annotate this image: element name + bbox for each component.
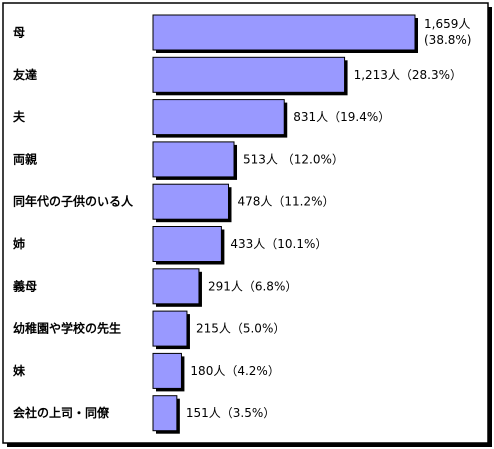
category-label: 母 xyxy=(13,26,25,40)
value-label: 433人（10.1%） xyxy=(230,237,327,251)
value-label: 215人（5.0%） xyxy=(196,322,285,336)
category-label: 夫 xyxy=(12,109,26,124)
value-label: 513人 （12.0%） xyxy=(243,152,344,166)
category-label: 同年代の子供のいる人 xyxy=(13,194,134,209)
value-label: 180人（4.2%） xyxy=(190,364,279,378)
value-label: 291人（6.8%） xyxy=(208,279,297,293)
bar xyxy=(152,99,285,136)
value-label-percent: (38.8%) xyxy=(424,33,471,47)
category-label: 姉 xyxy=(13,236,25,251)
value-label: 831人（19.4%） xyxy=(293,110,390,124)
bar xyxy=(152,352,182,389)
value-label: 478人（11.2%） xyxy=(237,195,334,209)
category-label: 両親 xyxy=(13,151,37,166)
bar xyxy=(152,395,178,432)
category-label: 友達 xyxy=(12,67,37,82)
chart-marks: 母 1,659人 (38.8%) 友達 1,213人（28.3%） 夫 831人（19.4%… xyxy=(12,14,471,434)
category-label: 会社の上司・同僚 xyxy=(13,405,110,420)
value-label: 151人（3.5%） xyxy=(186,406,275,420)
category-label: 妹 xyxy=(12,363,26,378)
bar xyxy=(152,56,346,93)
bar xyxy=(152,183,229,220)
bar xyxy=(152,14,416,51)
category-label: 義母 xyxy=(13,278,37,293)
bar xyxy=(152,310,188,347)
category-label: 幼稚園や学校の先生 xyxy=(13,321,121,336)
value-label: 1,213人（28.3%） xyxy=(354,68,462,82)
bar xyxy=(152,268,200,305)
bar xyxy=(152,226,222,262)
bar xyxy=(152,141,235,178)
value-label: 1,659人 xyxy=(424,17,470,31)
